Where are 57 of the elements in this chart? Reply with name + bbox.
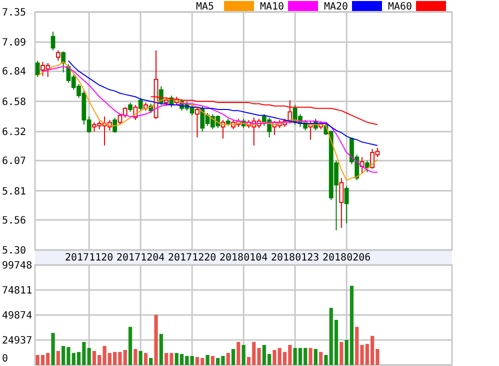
candlestick [128, 102, 132, 112]
y-tick-label: 99748 [2, 260, 32, 272]
candlestick [50, 31, 56, 51]
bar [56, 350, 60, 365]
bar [87, 348, 91, 365]
line-series [68, 60, 378, 146]
bar [308, 348, 312, 365]
y-tick-label: 5.30 [2, 246, 26, 256]
candlestick [364, 160, 370, 173]
bar [190, 356, 194, 365]
y-tick-label: 7.35 [2, 8, 26, 18]
y-tick-label: 5.56 [2, 215, 26, 226]
bar [149, 358, 153, 365]
y-tick-label: 6.84 [2, 66, 26, 78]
y-tick-label: 74811 [2, 286, 32, 296]
x-tick-label: 20171220 [168, 252, 216, 264]
x-tick-label: 20180123 [270, 252, 320, 264]
bar [138, 350, 142, 365]
bar [226, 352, 230, 365]
bar [210, 356, 214, 365]
candlestick [339, 178, 344, 228]
y-tick-label: 24937 [2, 336, 32, 346]
candlestick [195, 106, 200, 138]
bar [236, 342, 240, 365]
legend-label: MA10 [260, 2, 284, 12]
legend-label: MA60 [388, 2, 412, 12]
x-tick-label: 20171120 [64, 252, 114, 264]
bar [144, 352, 148, 365]
bar [242, 344, 246, 365]
candlestick [56, 50, 60, 62]
legend-label: MA5 [196, 2, 214, 12]
y-tick-label: 6.07 [2, 156, 26, 168]
bar [314, 348, 318, 365]
y-tick-label: 6.58 [2, 96, 26, 108]
candlestick [112, 117, 118, 134]
candlestick [61, 50, 66, 73]
y-tick-label: 7.09 [2, 38, 26, 49]
x-tick-label: 20171204 [116, 252, 165, 264]
x-tick-label: 20180206 [322, 252, 371, 264]
bar [159, 334, 163, 365]
bar [134, 348, 138, 365]
candlestick [344, 186, 349, 224]
y-tick-label: 6.32 [2, 127, 26, 138]
y-tick-label: 5.81 [2, 186, 26, 198]
candlestick [138, 97, 143, 112]
bar [319, 352, 323, 365]
bar [51, 332, 55, 365]
bar [231, 348, 236, 365]
y-tick-label: 0 [2, 354, 8, 364]
candlestick [35, 60, 40, 78]
legend-label: MA20 [324, 2, 348, 12]
bar [154, 314, 158, 365]
bar [206, 354, 210, 365]
y-tick-label: 49874 [2, 310, 32, 322]
bar [128, 326, 132, 365]
x-tick-label: 20180104 [219, 252, 268, 264]
bar [340, 342, 344, 365]
